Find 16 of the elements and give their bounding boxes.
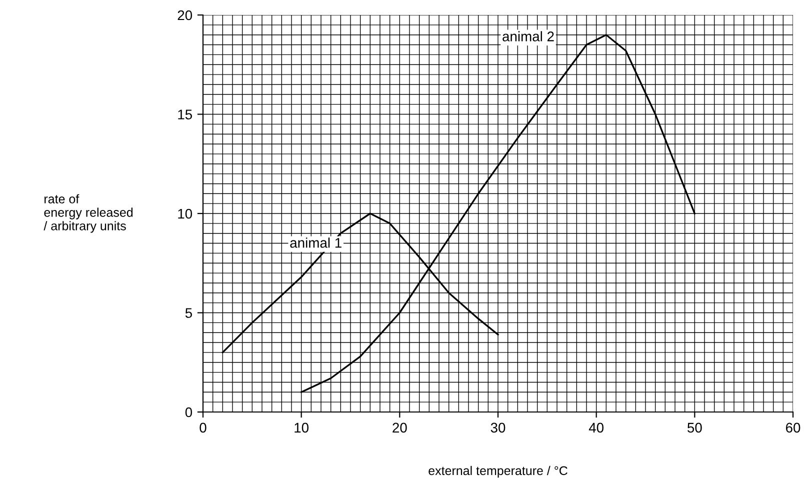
x-tick-label: 50 — [688, 422, 702, 433]
y-axis-title: rate of energy released / arbitrary units — [44, 194, 133, 233]
y-tick-label: 10 — [178, 208, 192, 219]
y-tick-label: 20 — [178, 10, 192, 20]
x-tick-label: 0 — [200, 422, 206, 433]
y-tick-label: 15 — [178, 110, 192, 120]
y-tick-label: 0 — [185, 407, 192, 418]
x-tick-label: 10 — [294, 422, 309, 433]
x-tick-label: 40 — [588, 422, 604, 433]
text: animal 2 — [502, 31, 554, 42]
x-tick-label: 30 — [490, 422, 506, 433]
x-axis-title: external temperature / °C — [428, 466, 568, 478]
y-tick-label: 5 — [185, 308, 192, 318]
x-tick-label: 60 — [786, 422, 800, 433]
x-tick-label: 20 — [392, 422, 407, 433]
series-label: animal 1 — [290, 238, 342, 248]
